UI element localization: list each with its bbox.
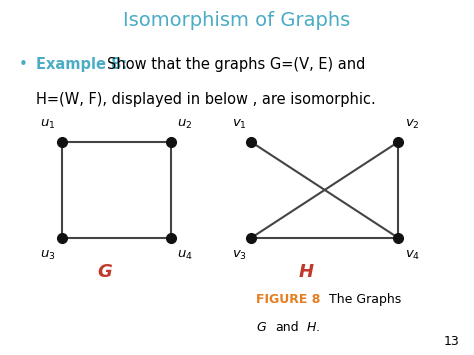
Text: Isomorphism of Graphs: Isomorphism of Graphs xyxy=(123,11,351,30)
Text: $G$: $G$ xyxy=(256,321,267,334)
Text: Example 8:: Example 8: xyxy=(36,57,127,72)
Text: Show that the graphs G=(V, E) and: Show that the graphs G=(V, E) and xyxy=(107,57,365,72)
Text: FIGURE 8: FIGURE 8 xyxy=(256,293,320,306)
Text: 13: 13 xyxy=(444,335,460,348)
Text: $u_1$: $u_1$ xyxy=(40,118,55,131)
Text: G: G xyxy=(97,263,112,281)
Text: $v_1$: $v_1$ xyxy=(232,118,247,131)
Text: The Graphs: The Graphs xyxy=(329,293,401,306)
Text: $v_4$: $v_4$ xyxy=(405,249,420,262)
Text: $u_4$: $u_4$ xyxy=(177,249,193,262)
Text: $H$.: $H$. xyxy=(306,321,320,334)
Text: and: and xyxy=(275,321,299,334)
Text: $v_2$: $v_2$ xyxy=(405,118,420,131)
Text: H=(W, F), displayed in below , are isomorphic.: H=(W, F), displayed in below , are isomo… xyxy=(36,92,375,107)
Text: $u_2$: $u_2$ xyxy=(177,118,192,131)
Text: $u_3$: $u_3$ xyxy=(40,249,55,262)
Text: H: H xyxy=(298,263,313,281)
Text: •: • xyxy=(19,57,28,72)
Text: $v_3$: $v_3$ xyxy=(232,249,247,262)
